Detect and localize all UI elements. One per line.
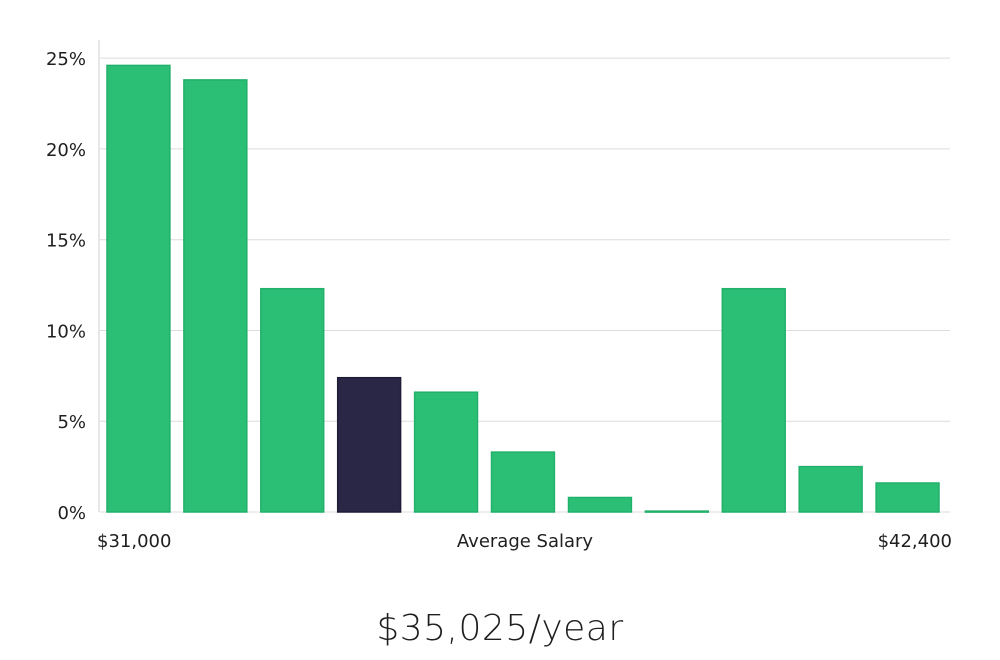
y-tick-label: 15% xyxy=(46,231,86,252)
y-tick-label: 10% xyxy=(46,321,86,342)
y-tick-label: 20% xyxy=(46,140,86,161)
x-min-label: $31,000 xyxy=(97,531,171,552)
bar xyxy=(413,391,479,513)
bar xyxy=(183,79,248,513)
bar xyxy=(260,287,325,513)
salary-histogram: 0%5%10%15%20%25% $31,000 Average Salary … xyxy=(46,40,952,552)
bar xyxy=(567,496,633,513)
bar xyxy=(875,482,940,513)
bar xyxy=(798,465,863,513)
bar xyxy=(106,64,171,513)
x-axis-title: Average Salary xyxy=(457,531,594,552)
average-salary-value: $35,025/year xyxy=(376,608,624,649)
x-max-label: $42,400 xyxy=(878,531,952,552)
y-tick-label: 25% xyxy=(46,49,86,70)
y-tick-label: 0% xyxy=(57,503,86,524)
y-axis-ticks: 0% 5% 10% 15% 20% 25% xyxy=(46,49,86,524)
bar-highlighted xyxy=(336,376,402,513)
bars xyxy=(106,64,940,513)
y-tick-label: 5% xyxy=(57,412,86,433)
bar xyxy=(721,287,786,513)
bar xyxy=(490,451,556,513)
bar xyxy=(644,510,710,513)
